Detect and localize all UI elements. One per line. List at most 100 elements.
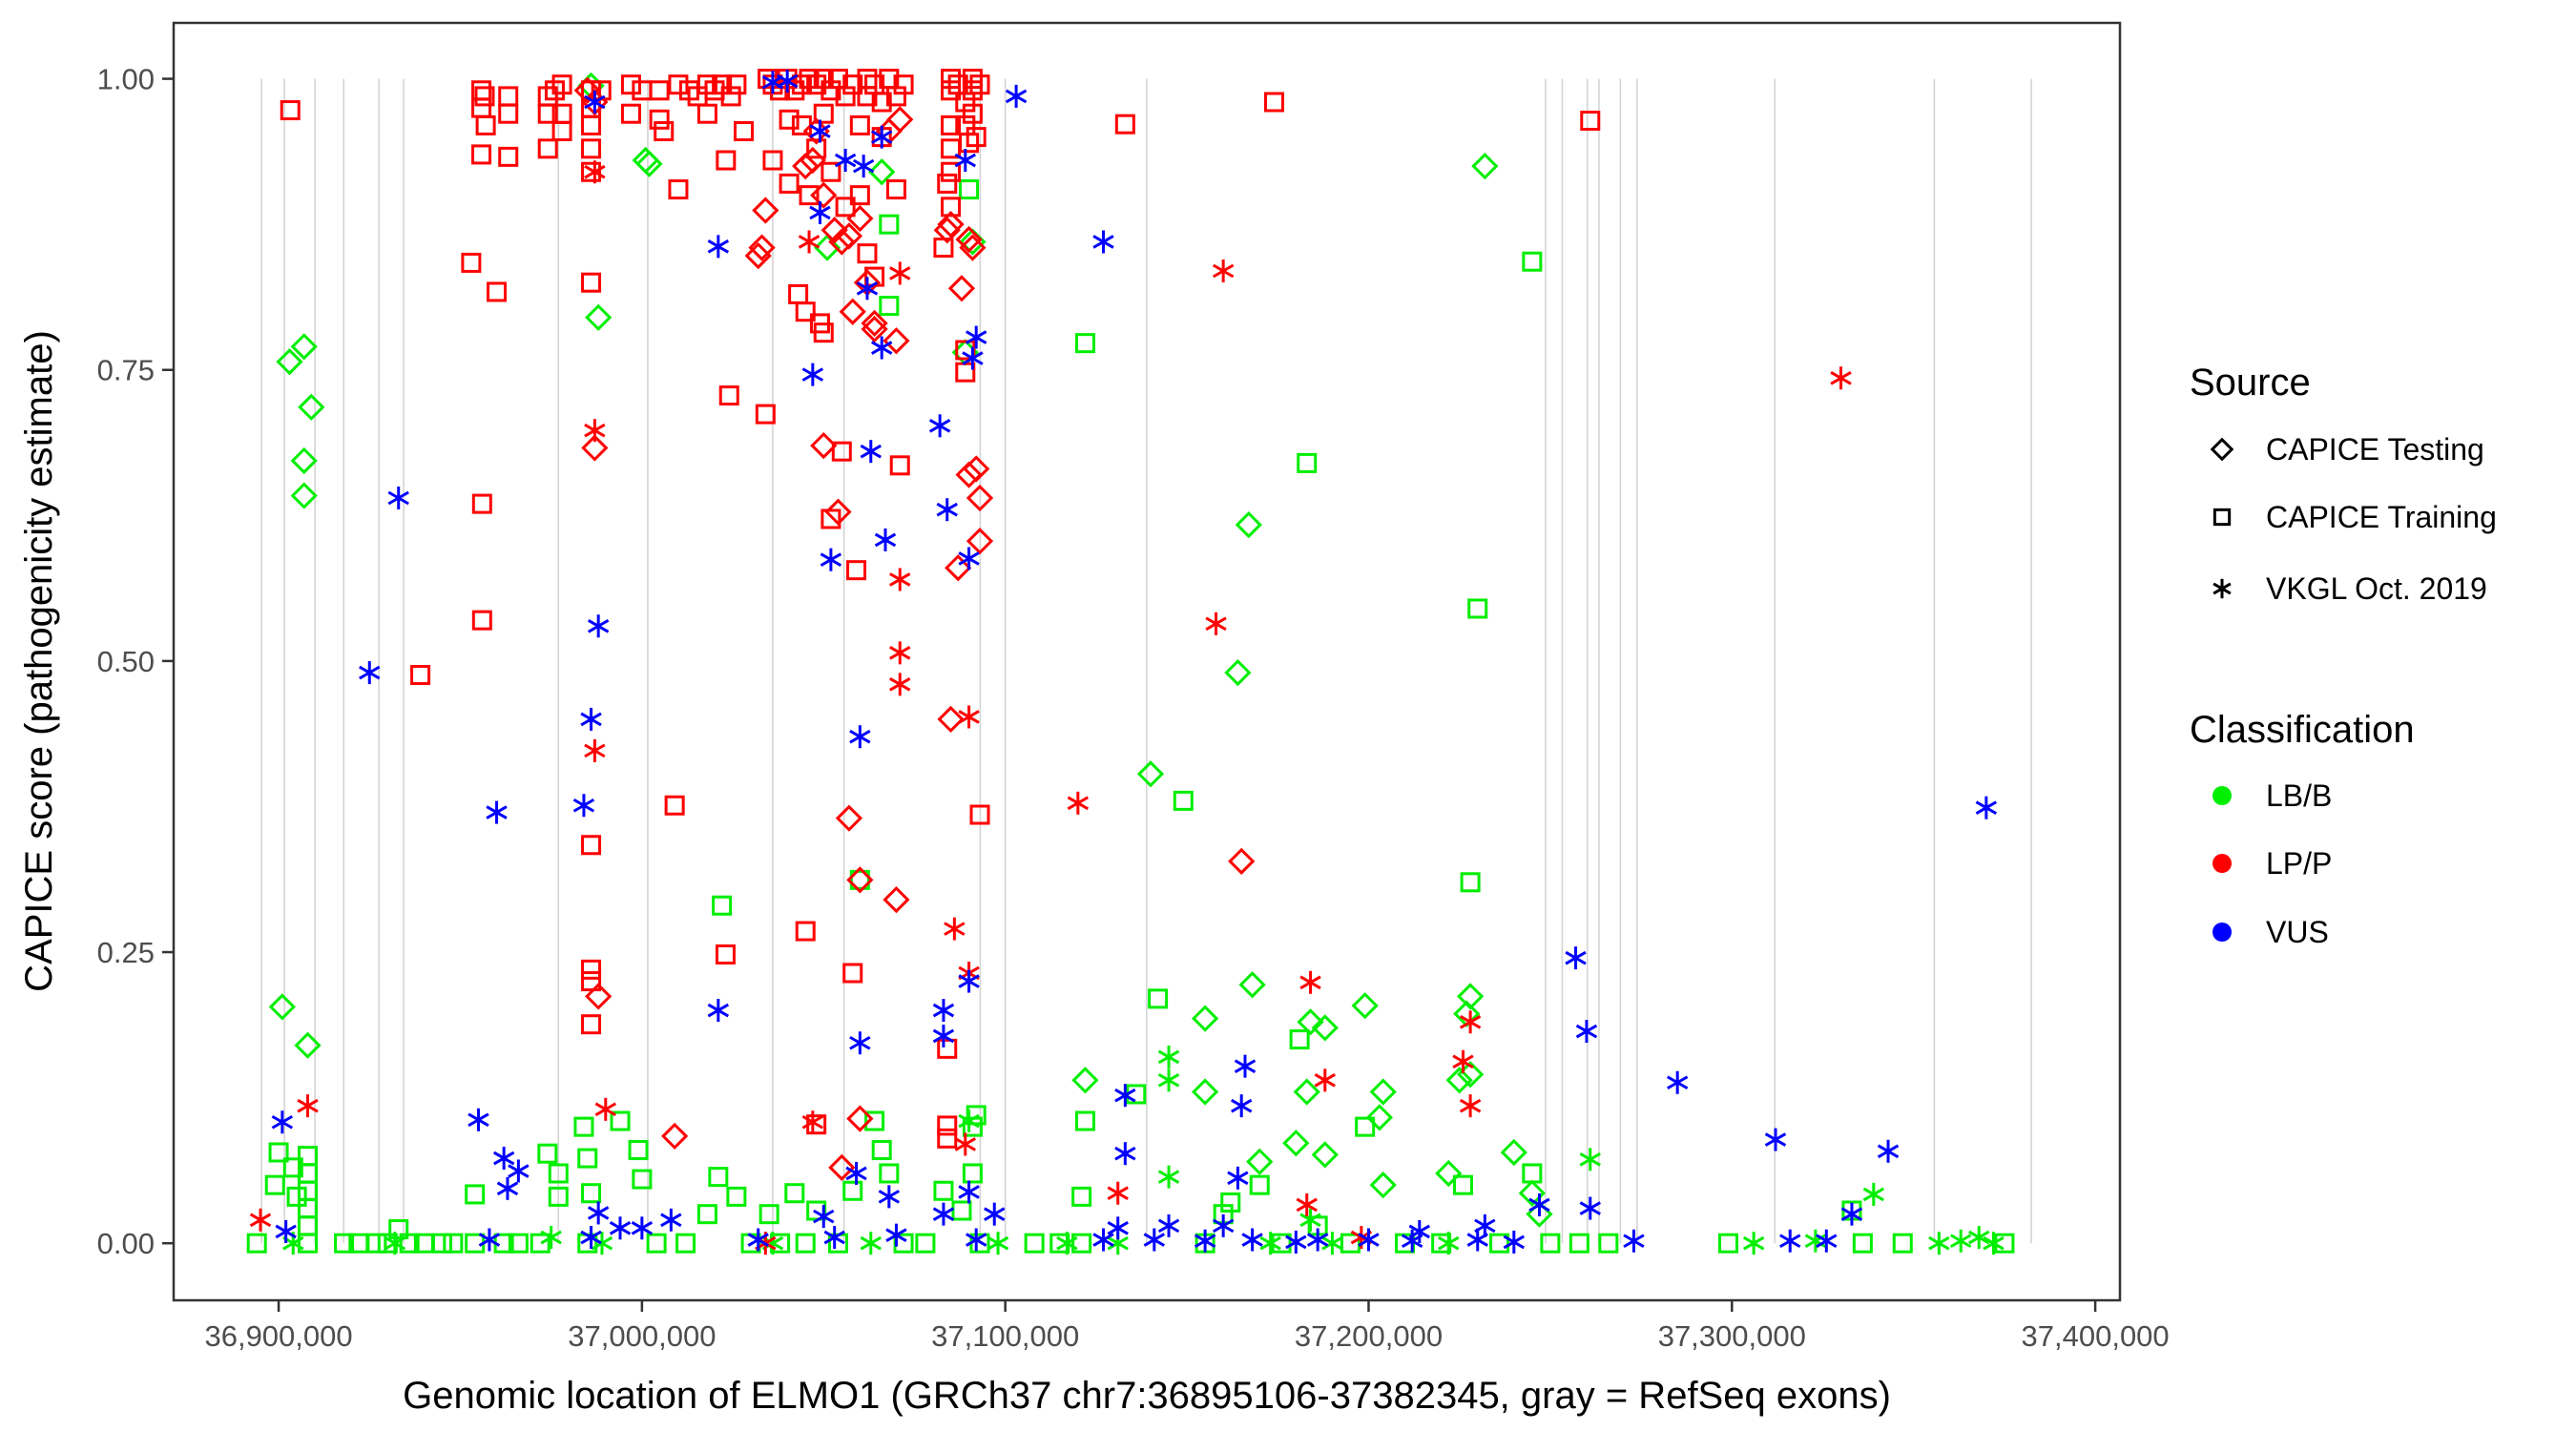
- asterisk-stroke: [962, 351, 984, 365]
- point-training: [537, 138, 558, 159]
- point-vkgl: [1067, 791, 1090, 815]
- point-training: [821, 161, 841, 182]
- point-vkgl: [584, 91, 606, 114]
- asterisk-stroke: [1528, 1197, 1550, 1213]
- point-vkgl: [860, 440, 882, 464]
- asterisk-stroke: [1157, 1218, 1180, 1234]
- point-vkgl: [1231, 1094, 1253, 1118]
- asterisk-stroke: [492, 1151, 515, 1166]
- point-training: [813, 103, 834, 124]
- point-training: [941, 114, 962, 135]
- point-vkgl: [572, 794, 595, 818]
- point-vkgl: [587, 1201, 610, 1225]
- point-training: [962, 103, 983, 124]
- point-training: [1074, 1110, 1095, 1131]
- point-training: [879, 214, 900, 235]
- asterisk-stroke: [584, 743, 606, 758]
- asterisk-stroke: [834, 153, 857, 168]
- asterisk-stroke: [486, 805, 508, 819]
- asterisk-stroke: [1114, 1088, 1136, 1103]
- point-vkgl: [1968, 1226, 1990, 1250]
- point-testing: [585, 983, 613, 1010]
- asterisk-stroke: [1114, 1146, 1136, 1161]
- point-vkgl: [987, 1232, 1009, 1255]
- asterisk-stroke: [478, 1233, 501, 1247]
- asterisk-stroke: [1779, 1234, 1801, 1249]
- point-training: [795, 301, 816, 322]
- point-training: [461, 252, 482, 273]
- point-training: [577, 1148, 598, 1169]
- asterisk-stroke: [932, 1028, 955, 1044]
- point-testing: [1445, 1067, 1473, 1094]
- asterisk-stroke: [987, 1235, 1009, 1251]
- asterisk-stroke: [1438, 1235, 1460, 1251]
- point-vkgl: [1459, 1094, 1482, 1118]
- point-training: [893, 74, 914, 95]
- point-training: [1148, 988, 1169, 1009]
- legend-source-label: CAPICE Training: [2266, 500, 2497, 534]
- point-training: [799, 185, 820, 206]
- legend-color-dot-icon: [2212, 786, 2232, 805]
- asterisk-stroke: [660, 1213, 682, 1228]
- point-vkgl: [496, 1176, 519, 1200]
- asterisk-stroke: [885, 1228, 907, 1242]
- point-training: [1580, 111, 1601, 132]
- asterisk-stroke: [966, 1233, 987, 1247]
- point-vkgl: [1092, 1228, 1114, 1252]
- point-vkgl: [871, 125, 893, 149]
- point-testing: [1351, 992, 1379, 1020]
- point-training: [474, 86, 495, 107]
- point-testing: [1369, 1172, 1397, 1199]
- point-vkgl: [1438, 1232, 1460, 1255]
- point-training: [696, 1204, 717, 1225]
- point-testing: [1297, 1008, 1324, 1036]
- asterisk-stroke: [587, 1206, 610, 1220]
- point-training: [646, 1233, 667, 1254]
- asterisk-stroke: [707, 1003, 730, 1018]
- point-testing: [1136, 760, 1165, 788]
- point-training: [298, 1233, 319, 1254]
- point-vkgl: [1005, 84, 1028, 108]
- point-testing: [966, 484, 994, 512]
- point-testing: [1228, 847, 1256, 875]
- point-training: [889, 455, 910, 476]
- legend: Source CAPICE Testing CAPICE Training VKGL …: [2190, 362, 2497, 949]
- asterisk-stroke: [761, 74, 784, 90]
- point-vkgl: [1503, 1230, 1525, 1254]
- legend-class-label: VUS: [2266, 915, 2329, 949]
- point-testing: [752, 197, 779, 224]
- point-testing: [1224, 658, 1252, 687]
- asterisk-stroke: [801, 1114, 824, 1130]
- point-vkgl: [801, 1110, 824, 1134]
- point-training: [471, 493, 492, 514]
- point-vkgl: [707, 235, 730, 259]
- point-vkgl: [492, 1147, 515, 1171]
- point-training: [733, 121, 754, 142]
- point-vkgl: [966, 325, 987, 349]
- asterisk-stroke: [572, 798, 595, 813]
- asterisk-stroke: [1092, 1233, 1114, 1247]
- asterisk-stroke: [580, 1230, 602, 1245]
- point-vkgl: [486, 800, 508, 824]
- point-testing: [933, 217, 961, 244]
- point-vkgl: [1205, 612, 1227, 635]
- point-testing: [828, 228, 856, 256]
- point-vkgl: [1575, 1020, 1598, 1044]
- point-testing: [861, 315, 888, 343]
- point-training: [1114, 114, 1135, 135]
- point-vkgl: [813, 1205, 835, 1229]
- point-training: [530, 1233, 551, 1254]
- point-training: [581, 114, 602, 135]
- point-training: [548, 1186, 569, 1207]
- point-training: [264, 1174, 285, 1195]
- y-tick-label: 0.50: [97, 645, 155, 678]
- point-training: [871, 92, 892, 113]
- point-vkgl: [932, 999, 955, 1023]
- point-vkgl: [609, 1216, 632, 1240]
- point-training: [864, 1110, 885, 1131]
- point-vkgl: [384, 1232, 406, 1255]
- asterisk-stroke: [1474, 1218, 1496, 1234]
- point-training: [487, 281, 508, 302]
- x-tick-label: 37,300,000: [1658, 1319, 1806, 1353]
- point-training: [581, 959, 602, 980]
